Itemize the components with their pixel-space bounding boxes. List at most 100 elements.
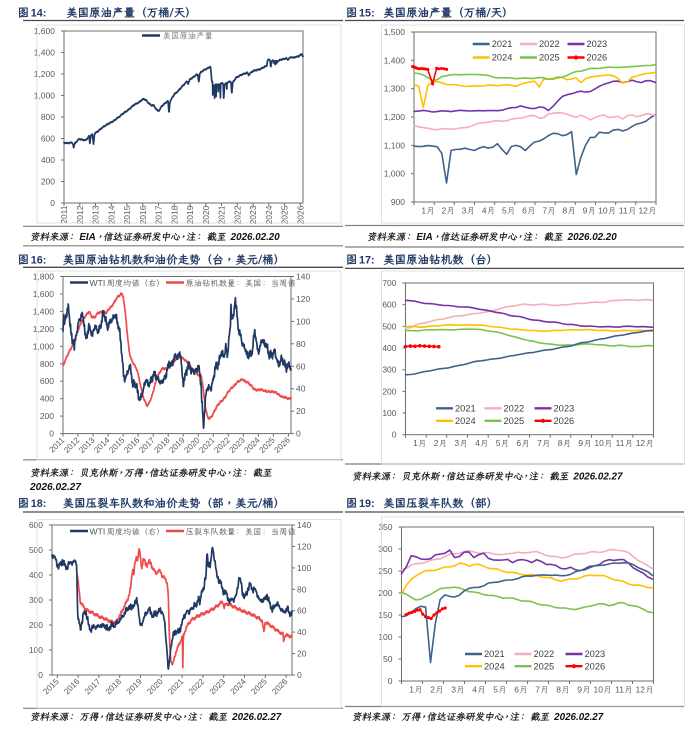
svg-text:5: 5: [502, 206, 507, 216]
svg-text:9: 9: [583, 206, 588, 216]
svg-text:2026: 2026: [587, 53, 608, 63]
svg-text:600: 600: [40, 376, 54, 386]
svg-text:0: 0: [388, 676, 393, 686]
svg-text:200: 200: [382, 386, 396, 396]
svg-text:80: 80: [297, 584, 307, 594]
svg-text:2025: 2025: [534, 661, 555, 671]
svg-text:100: 100: [378, 632, 392, 642]
svg-text:2025: 2025: [280, 205, 290, 224]
svg-text:2022: 2022: [504, 404, 525, 414]
svg-text:4: 4: [472, 685, 477, 695]
svg-text:1,600: 1,600: [34, 26, 56, 36]
svg-text:60: 60: [297, 606, 307, 616]
svg-text:40: 40: [297, 627, 307, 637]
svg-text:2014: 2014: [106, 205, 116, 224]
svg-text:800: 800: [40, 359, 54, 369]
svg-text:600: 600: [41, 134, 55, 144]
svg-text:0: 0: [50, 198, 55, 208]
svg-text:6: 6: [522, 206, 527, 216]
svg-text:1,100: 1,100: [384, 140, 406, 150]
svg-text:3: 3: [451, 685, 456, 695]
svg-text:1,000: 1,000: [34, 91, 56, 101]
svg-text:18:: 18:: [31, 498, 47, 510]
svg-text:600: 600: [29, 520, 43, 530]
svg-text:600: 600: [382, 300, 396, 310]
svg-text:1,200: 1,200: [34, 69, 56, 79]
svg-text:12: 12: [636, 438, 646, 448]
svg-text:1,000: 1,000: [33, 341, 55, 351]
svg-text:12: 12: [638, 206, 648, 216]
svg-text:1,400: 1,400: [384, 55, 406, 65]
svg-text:2024: 2024: [484, 661, 505, 671]
svg-text:EIA: EIA: [79, 232, 95, 243]
svg-text:50: 50: [383, 654, 393, 664]
svg-text:1,200: 1,200: [384, 112, 406, 122]
svg-text:2022: 2022: [534, 649, 555, 659]
svg-text:1,400: 1,400: [33, 306, 55, 316]
svg-text:1,000: 1,000: [384, 169, 406, 179]
svg-text:0: 0: [297, 670, 302, 680]
svg-text:20: 20: [296, 406, 306, 416]
svg-text:140: 140: [297, 520, 311, 530]
svg-text:2024: 2024: [264, 205, 274, 224]
svg-text:250: 250: [378, 566, 392, 576]
svg-text:2012: 2012: [75, 205, 85, 224]
svg-text:2026.02.27: 2026.02.27: [553, 712, 604, 723]
svg-text:2025: 2025: [504, 416, 525, 426]
svg-text:8: 8: [563, 206, 568, 216]
svg-text:10: 10: [598, 206, 608, 216]
svg-text:17:: 17:: [359, 255, 375, 267]
svg-text:300: 300: [378, 544, 392, 554]
svg-text:2024: 2024: [492, 53, 513, 63]
svg-text:5: 5: [496, 438, 501, 448]
svg-text:11: 11: [619, 206, 628, 216]
svg-text:2011: 2011: [59, 205, 69, 224]
svg-text:1,200: 1,200: [33, 324, 55, 334]
svg-text:100: 100: [382, 408, 396, 418]
svg-text:7: 7: [537, 438, 542, 448]
svg-text:2013: 2013: [91, 205, 101, 224]
svg-text:80: 80: [296, 339, 306, 349]
svg-text:500: 500: [382, 321, 396, 331]
svg-text:200: 200: [40, 411, 54, 421]
svg-text:2023: 2023: [587, 39, 608, 49]
svg-text:0: 0: [296, 429, 301, 439]
svg-text:0: 0: [392, 430, 397, 440]
svg-text:2018: 2018: [169, 205, 179, 224]
svg-text:10: 10: [594, 438, 604, 448]
svg-text:20: 20: [297, 649, 307, 659]
svg-text:11: 11: [615, 685, 624, 695]
svg-text:2023: 2023: [248, 205, 258, 224]
svg-text:3: 3: [462, 206, 467, 216]
svg-text:9: 9: [577, 685, 582, 695]
svg-text:2023: 2023: [585, 649, 606, 659]
svg-text:200: 200: [41, 177, 55, 187]
svg-text:4: 4: [475, 438, 480, 448]
svg-text:2: 2: [430, 685, 435, 695]
svg-text:2022: 2022: [232, 205, 242, 224]
svg-text:2026: 2026: [554, 416, 575, 426]
svg-text:4: 4: [482, 206, 487, 216]
svg-text:350: 350: [378, 522, 392, 532]
svg-text:1,800: 1,800: [33, 272, 55, 282]
svg-text:11: 11: [616, 438, 625, 448]
svg-text:2015: 2015: [122, 205, 132, 224]
svg-text:WTI: WTI: [90, 278, 106, 288]
svg-text:2021: 2021: [455, 404, 476, 414]
svg-text:120: 120: [296, 294, 310, 304]
svg-text:100: 100: [296, 316, 310, 326]
svg-text:EIA: EIA: [416, 232, 432, 243]
svg-text:8: 8: [556, 685, 561, 695]
svg-text:2016: 2016: [138, 205, 148, 224]
svg-text:2022: 2022: [539, 39, 560, 49]
svg-text:1,600: 1,600: [33, 289, 55, 299]
svg-text:7: 7: [535, 685, 540, 695]
svg-text:2019: 2019: [185, 205, 195, 224]
svg-text:2017: 2017: [154, 205, 164, 224]
svg-text:2026.02.27: 2026.02.27: [29, 482, 82, 493]
svg-text:9: 9: [578, 438, 583, 448]
svg-text:8: 8: [558, 438, 563, 448]
svg-text:0: 0: [49, 429, 54, 439]
svg-text:1: 1: [421, 206, 426, 216]
svg-text:400: 400: [40, 394, 54, 404]
